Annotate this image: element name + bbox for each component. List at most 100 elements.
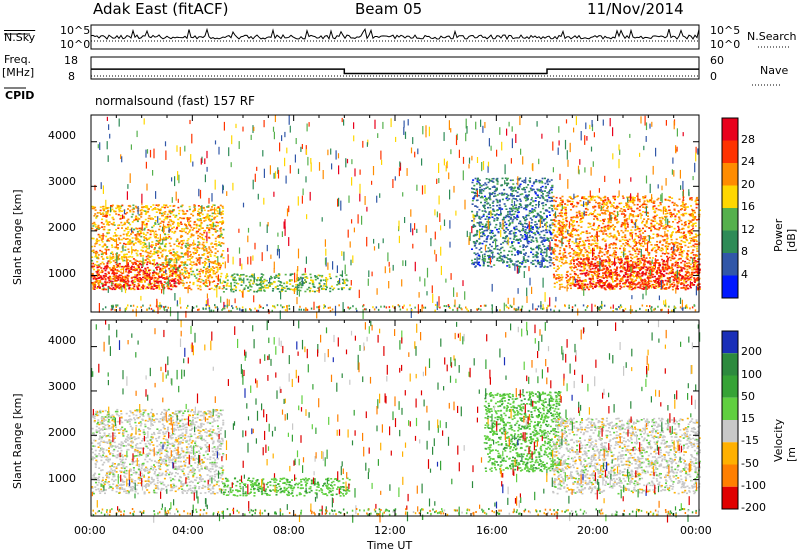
heatmap-cell [630,206,633,209]
heatmap-cell [635,235,638,237]
heatmap-cell [563,224,565,226]
heatmap-cell [191,229,194,231]
heatmap-cell [683,280,686,282]
heatmap-cell [584,264,587,267]
heatmap-cell [592,252,595,255]
heatmap-cell [200,219,202,222]
heatmap-cell [515,198,518,200]
heatmap-cell [125,265,127,267]
heatmap-cell [693,280,696,282]
heatmap-cell [171,273,174,275]
heatmap-cell [542,258,545,261]
heatmap-cell [507,258,509,260]
heatmap-cell [524,207,527,209]
heatmap-cell [93,276,96,278]
heatmap-cell [550,204,553,207]
heatmap-cell [133,281,136,283]
heatmap-cell [637,235,640,237]
heatmap-cell [257,277,259,279]
heatmap-cell [127,241,130,243]
heatmap-cell [189,281,191,284]
nave-tick-high: 60 [710,54,724,67]
heatmap-cell [507,215,509,217]
heatmap-cell [160,282,163,284]
heatmap-cell [625,279,628,281]
heatmap-cell [95,229,98,231]
heatmap-cell [681,213,684,216]
heatmap-cell [222,285,225,287]
heatmap-cell [174,252,176,254]
heatmap-cell [208,228,211,231]
heatmap-cell [225,275,228,277]
heatmap-cell [550,233,553,236]
heatmap-cell [100,239,103,241]
heatmap-cell [498,228,501,230]
heatmap-cell [677,210,680,212]
heatmap-cell [208,214,211,217]
heatmap-cell [602,196,605,199]
heatmap-cell [156,268,158,271]
heatmap-cell [132,287,135,290]
heatmap-cell [106,265,109,267]
heatmap-cell [547,178,550,181]
heatmap-cell [564,203,567,205]
heatmap-cell [99,209,102,212]
heatmap-cell [202,206,205,209]
heatmap-cell [566,204,569,206]
heatmap-cell [663,227,666,229]
heatmap-cell [131,265,134,268]
heatmap-cell [518,206,521,208]
heatmap-cell [544,239,547,241]
heatmap-cell [247,287,250,289]
heatmap-cell [515,208,518,210]
nave-label: Nave [760,64,789,77]
heatmap-cell [485,244,488,247]
heatmap-cell [577,276,580,279]
heatmap-cell [581,220,584,223]
heatmap-cell [490,265,493,268]
heatmap-cell [488,196,491,199]
heatmap-cell [485,198,488,200]
heatmap-cell [610,212,613,214]
heatmap-cell [144,218,147,221]
heatmap-cell [144,259,147,261]
heatmap-cell [658,223,661,225]
heatmap-cell [690,215,693,217]
heatmap-cell [622,282,625,285]
heatmap-cell [100,276,103,278]
heatmap-cell [555,277,558,279]
heatmap-cell [178,212,180,215]
heatmap-cell [331,288,334,291]
heatmap-cell [230,275,233,278]
heatmap-cell [534,254,537,256]
heatmap-cell [617,261,620,264]
heatmap-cell [548,211,551,213]
heatmap-cell [556,205,559,207]
heatmap-cell [654,215,657,218]
heatmap-cell [145,211,148,214]
heatmap-cell [314,278,317,281]
heatmap-cell [590,244,593,247]
heatmap-cell [562,227,564,229]
heatmap-cell [657,208,660,211]
heatmap-cell [96,212,99,214]
heatmap-cell [621,223,624,225]
heatmap-cell [561,286,564,288]
heatmap-cell [686,253,689,256]
heatmap-cell [181,204,184,207]
heatmap-cell [122,233,125,236]
heatmap-cell [206,270,209,272]
heatmap-cell [142,244,145,246]
heatmap-cell [221,213,224,215]
heatmap-cell [246,278,249,281]
heatmap-cell [122,237,125,240]
heatmap-cell [641,254,644,257]
heatmap-cell [116,277,119,280]
heatmap-cell [625,204,628,206]
heatmap-cell [574,216,577,219]
heatmap-cell [280,285,283,287]
heatmap-cell [106,246,109,248]
heatmap-cell [628,288,631,290]
heatmap-cell [517,178,520,180]
heatmap-cell [607,205,609,208]
